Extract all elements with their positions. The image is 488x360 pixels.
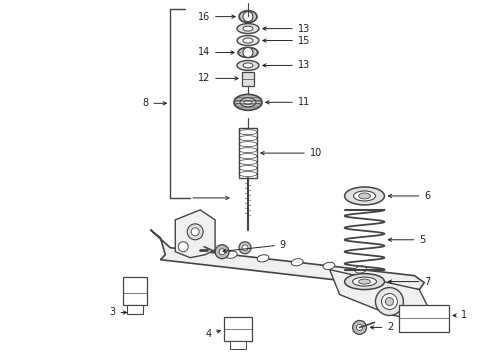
Text: 7: 7 — [387, 276, 429, 287]
Circle shape — [385, 298, 393, 306]
Ellipse shape — [344, 187, 384, 205]
Circle shape — [215, 245, 228, 259]
Ellipse shape — [353, 191, 375, 201]
Circle shape — [178, 242, 188, 252]
Text: 8: 8 — [142, 98, 166, 108]
Text: 6: 6 — [387, 191, 429, 201]
Circle shape — [242, 245, 247, 251]
Ellipse shape — [244, 100, 251, 104]
Text: 5: 5 — [387, 235, 425, 245]
Text: 13: 13 — [262, 60, 309, 71]
Ellipse shape — [237, 24, 259, 33]
Bar — [127, 305, 143, 315]
Circle shape — [187, 224, 203, 240]
Text: 9: 9 — [223, 240, 285, 253]
Text: 16: 16 — [198, 12, 235, 22]
Ellipse shape — [243, 38, 252, 43]
Circle shape — [352, 320, 366, 334]
Polygon shape — [175, 210, 215, 258]
Bar — [229, 341, 245, 349]
Text: 12: 12 — [197, 73, 238, 84]
Ellipse shape — [354, 266, 366, 273]
Bar — [224, 318, 251, 341]
Bar — [123, 276, 147, 305]
Ellipse shape — [358, 193, 370, 199]
Ellipse shape — [352, 277, 376, 286]
Bar — [239, 128, 256, 178]
Ellipse shape — [237, 36, 259, 45]
Text: 1: 1 — [452, 310, 467, 320]
Circle shape — [375, 288, 403, 315]
Ellipse shape — [358, 279, 370, 284]
Text: 11: 11 — [265, 97, 309, 107]
Bar — [242, 72, 253, 86]
Polygon shape — [329, 270, 428, 319]
Ellipse shape — [240, 98, 255, 107]
Circle shape — [243, 12, 252, 22]
Bar — [399, 305, 448, 332]
Ellipse shape — [243, 63, 252, 68]
Circle shape — [381, 293, 397, 310]
Ellipse shape — [257, 255, 268, 262]
Circle shape — [191, 228, 199, 236]
Circle shape — [356, 324, 362, 330]
Ellipse shape — [234, 94, 262, 110]
Circle shape — [243, 48, 252, 58]
Ellipse shape — [237, 60, 259, 71]
Text: 14: 14 — [198, 48, 234, 58]
Ellipse shape — [243, 26, 252, 31]
Text: 3: 3 — [109, 307, 126, 318]
Ellipse shape — [344, 274, 384, 289]
Ellipse shape — [239, 11, 256, 23]
Text: 2: 2 — [369, 323, 393, 332]
Circle shape — [219, 249, 224, 255]
Ellipse shape — [323, 262, 334, 269]
Text: 15: 15 — [262, 36, 309, 46]
Text: 4: 4 — [205, 329, 220, 339]
Text: 13: 13 — [262, 24, 309, 33]
Ellipse shape — [225, 251, 237, 258]
Polygon shape — [150, 230, 424, 289]
Ellipse shape — [291, 258, 303, 266]
Ellipse shape — [238, 48, 258, 58]
Circle shape — [239, 242, 250, 254]
Text: 10: 10 — [260, 148, 321, 158]
